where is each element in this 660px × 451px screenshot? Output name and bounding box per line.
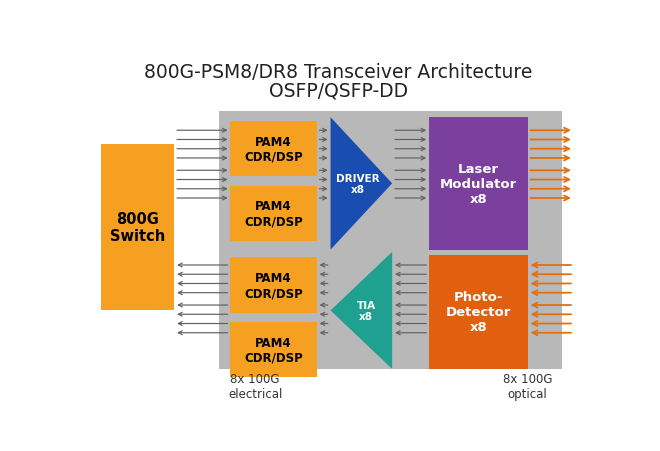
Bar — [429, 118, 528, 250]
Text: DRIVER
x8: DRIVER x8 — [337, 173, 380, 195]
Bar — [230, 322, 317, 377]
Text: 800G-PSM8/DR8 Transceiver Architecture: 800G-PSM8/DR8 Transceiver Architecture — [144, 63, 533, 82]
Bar — [230, 122, 317, 177]
Polygon shape — [331, 118, 392, 250]
Bar — [101, 145, 174, 310]
Text: 8x 100G
optical: 8x 100G optical — [503, 372, 552, 400]
Text: PAM4
CDR/DSP: PAM4 CDR/DSP — [244, 135, 303, 163]
Text: PAM4
CDR/DSP: PAM4 CDR/DSP — [244, 200, 303, 228]
Bar — [230, 258, 317, 313]
Polygon shape — [331, 253, 392, 369]
Text: PAM4
CDR/DSP: PAM4 CDR/DSP — [244, 336, 303, 364]
Text: OSFP/QSFP-DD: OSFP/QSFP-DD — [269, 81, 408, 100]
Text: 800G
Switch: 800G Switch — [110, 211, 165, 244]
Text: PAM4
CDR/DSP: PAM4 CDR/DSP — [244, 272, 303, 299]
Bar — [219, 112, 562, 369]
Bar — [230, 186, 317, 242]
Text: 8x 100G
electrical: 8x 100G electrical — [228, 372, 282, 400]
Text: Photo-
Detector
x8: Photo- Detector x8 — [446, 291, 511, 334]
Text: Laser
Modulator
x8: Laser Modulator x8 — [440, 162, 517, 205]
Text: TIA
x8: TIA x8 — [356, 300, 376, 322]
Bar — [429, 255, 528, 369]
